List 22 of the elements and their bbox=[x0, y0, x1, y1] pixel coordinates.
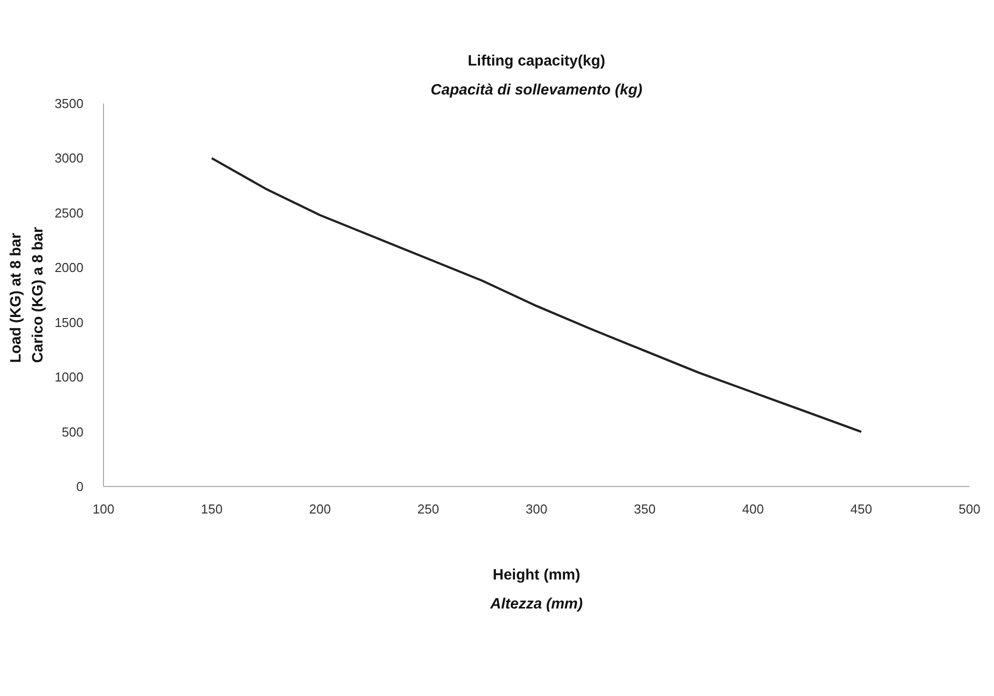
y-tick-label: 3500 bbox=[54, 96, 84, 111]
x-tick-label: 350 bbox=[634, 502, 656, 516]
x-tick-label: 400 bbox=[742, 502, 764, 516]
x-axis-title: Height (mm) Altezza (mm) bbox=[489, 566, 583, 612]
x-tick-label: 250 bbox=[417, 502, 440, 516]
line-series bbox=[210, 157, 862, 433]
y-axis-title: Load (KG) at 8 bar Carico (KG) a 8 bar bbox=[7, 226, 46, 363]
y-tick-label: 2000 bbox=[54, 260, 84, 276]
x-tick-label: 150 bbox=[200, 502, 223, 516]
chart-subtitle: Capacità di sollevamento (kg) bbox=[430, 82, 642, 98]
y-tick-label: 0 bbox=[76, 479, 84, 494]
y-tick-label: 500 bbox=[62, 424, 84, 440]
x-tick-label: 500 bbox=[958, 502, 980, 516]
y-tick-label: 1000 bbox=[54, 370, 84, 385]
y-tick-label: 3000 bbox=[54, 150, 84, 166]
y-tick-label: 2500 bbox=[54, 205, 84, 220]
x-tick-label: 200 bbox=[309, 502, 331, 516]
x-tick-label: 100 bbox=[92, 502, 114, 516]
x-tick-label: 300 bbox=[526, 502, 548, 516]
x-tick-label: 450 bbox=[850, 502, 872, 516]
chart-title: Lifting capacity(kg) bbox=[468, 52, 606, 70]
y-tick-label: 1500 bbox=[54, 314, 84, 330]
